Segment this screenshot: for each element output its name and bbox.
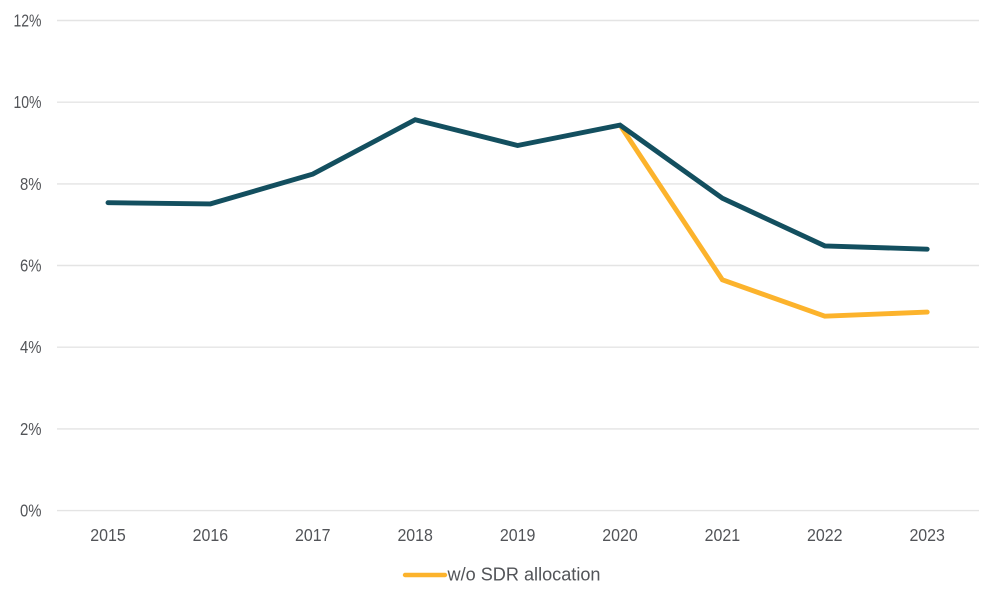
svg-text:4%: 4% bbox=[20, 337, 42, 357]
svg-text:12%: 12% bbox=[14, 11, 42, 31]
svg-text:2020: 2020 bbox=[602, 525, 638, 545]
svg-text:2017: 2017 bbox=[295, 525, 331, 545]
svg-text:8%: 8% bbox=[20, 174, 42, 194]
svg-text:2%: 2% bbox=[20, 419, 42, 439]
svg-text:2022: 2022 bbox=[807, 525, 843, 545]
svg-text:2018: 2018 bbox=[397, 525, 433, 545]
svg-text:w/o SDR allocation: w/o SDR allocation bbox=[446, 565, 600, 585]
svg-text:2023: 2023 bbox=[909, 525, 945, 545]
svg-text:2019: 2019 bbox=[500, 525, 536, 545]
svg-text:0%: 0% bbox=[20, 501, 42, 521]
svg-text:2015: 2015 bbox=[90, 525, 126, 545]
svg-text:2016: 2016 bbox=[193, 525, 229, 545]
svg-text:10%: 10% bbox=[14, 92, 42, 112]
svg-text:2021: 2021 bbox=[705, 525, 741, 545]
svg-text:6%: 6% bbox=[20, 256, 42, 276]
